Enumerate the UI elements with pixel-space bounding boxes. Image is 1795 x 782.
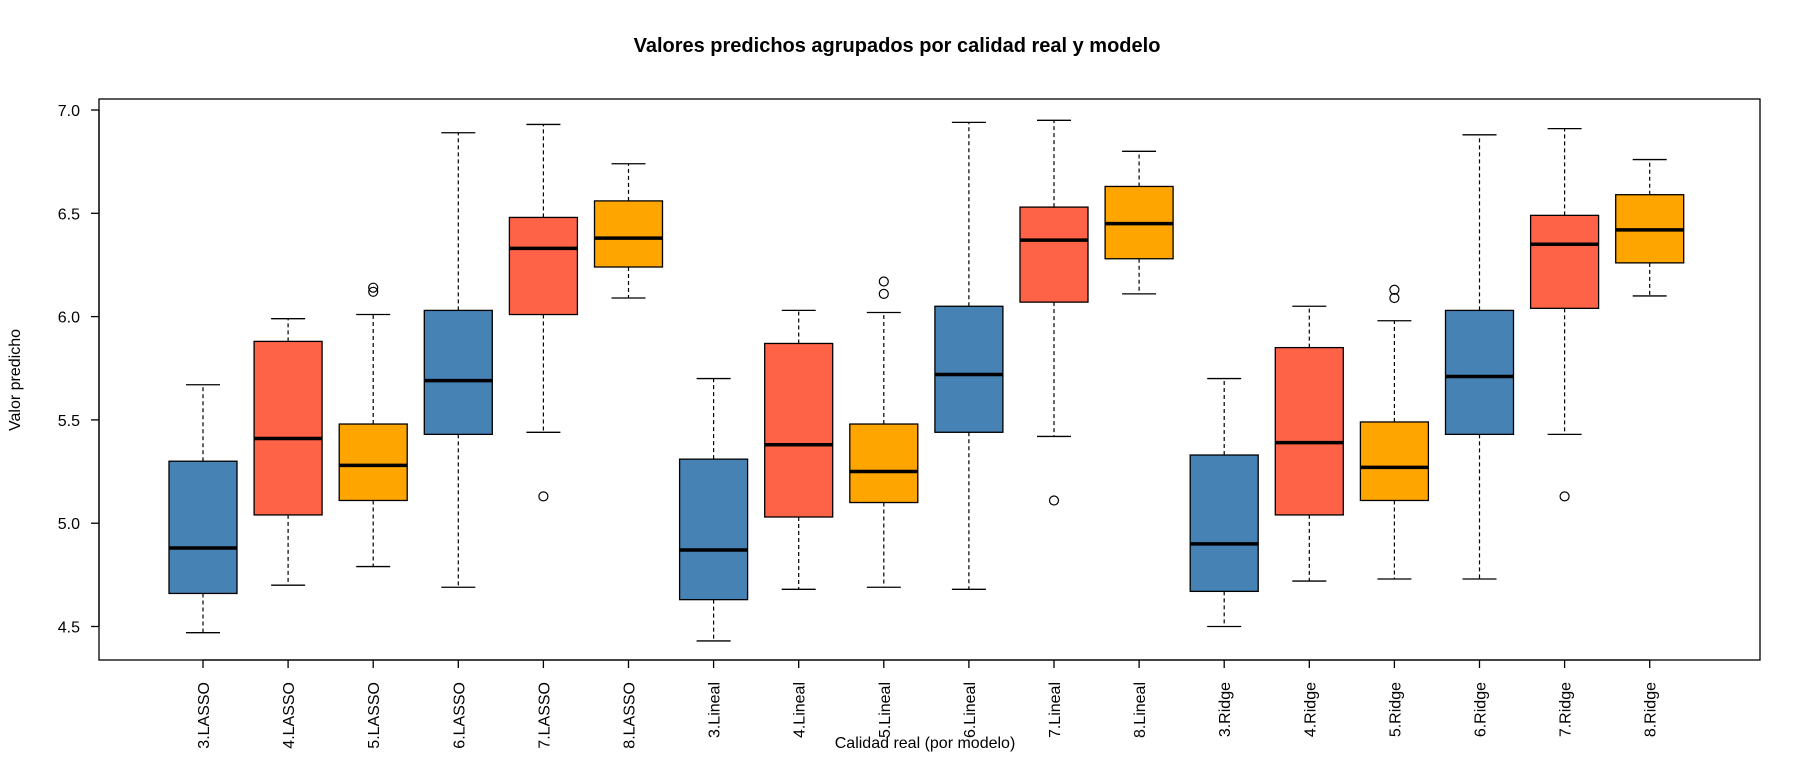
x-tick-label: 6.Ridge xyxy=(1473,682,1490,737)
x-tick-label: 8.Lineal xyxy=(1132,682,1149,738)
box-rect xyxy=(508,216,579,316)
box-6.LASSO xyxy=(423,132,493,588)
box-4.LASSO xyxy=(253,318,323,586)
outlier-point xyxy=(1389,284,1400,295)
box-6.Ridge xyxy=(1444,134,1515,580)
box-rect xyxy=(678,458,749,601)
y-tick-label: 5.0 xyxy=(58,516,80,533)
box-7.Lineal xyxy=(1019,119,1089,506)
y-axis-label: Valor predicho xyxy=(7,329,24,431)
box-3.LASSO xyxy=(168,384,238,634)
box-rect xyxy=(1529,214,1600,309)
box-rect xyxy=(1359,421,1430,502)
box-rect xyxy=(849,423,919,504)
outlier-point xyxy=(1559,491,1570,502)
outlier-point xyxy=(368,286,379,297)
box-rect xyxy=(1019,206,1089,303)
box-rect xyxy=(1274,346,1344,516)
x-tick-label: 5.Lineal xyxy=(877,682,894,738)
outlier-point xyxy=(878,276,889,287)
outlier-point xyxy=(538,491,549,502)
x-tick-label: 8.Ridge xyxy=(1643,682,1660,737)
box-5.LASSO xyxy=(338,282,408,568)
y-tick-label: 5.5 xyxy=(58,413,80,430)
box-rect xyxy=(168,460,238,595)
box-rect xyxy=(253,340,323,516)
y-tick-label: 7.0 xyxy=(58,103,80,120)
y-tick-label: 6.5 xyxy=(58,206,80,223)
box-rect xyxy=(423,309,493,436)
box-3.Lineal xyxy=(678,377,749,642)
x-tick-label: 8.LASSO xyxy=(622,682,639,749)
box-rect xyxy=(338,423,408,502)
box-8.Lineal xyxy=(1104,150,1174,295)
box-series xyxy=(168,119,1685,642)
x-tick-label: 6.LASSO xyxy=(451,682,468,749)
outlier-point xyxy=(368,282,379,293)
x-tick-label: 4.Ridge xyxy=(1302,682,1319,737)
box-rect xyxy=(934,305,1004,433)
box-rect xyxy=(1189,454,1259,593)
box-7.Ridge xyxy=(1529,127,1600,502)
y-tick-label: 4.5 xyxy=(58,620,80,637)
x-tick-label: 7.Ridge xyxy=(1558,682,1575,737)
box-rect xyxy=(764,342,834,518)
x-axis-label: Calidad real (por modelo) xyxy=(835,735,1016,752)
x-tick-label: 4.LASSO xyxy=(281,682,298,749)
outlier-point xyxy=(878,288,889,299)
outlier-point xyxy=(1389,292,1400,304)
box-5.Ridge xyxy=(1359,284,1430,580)
x-tick-label: 5.LASSO xyxy=(366,682,383,749)
x-tick-label: 6.Lineal xyxy=(962,682,979,738)
box-5.Lineal xyxy=(849,276,919,588)
x-axis: 3.LASSO 4.LASSO 5.LASSO 6.LASSO 7.LASSO 8.LAS… xyxy=(196,659,1660,749)
y-axis: 4.5 5.0 5.5 6.0 6.5 7.0 xyxy=(58,103,100,637)
chart-title: Valores predichos agrupados por calidad … xyxy=(634,35,1161,57)
x-tick-label: 4.Lineal xyxy=(792,682,809,738)
box-7.LASSO xyxy=(508,123,579,502)
box-8.Ridge xyxy=(1615,158,1685,297)
box-4.Lineal xyxy=(764,309,834,590)
box-3.Ridge xyxy=(1189,377,1259,628)
x-tick-label: 3.Lineal xyxy=(707,682,724,738)
x-tick-label: 3.Ridge xyxy=(1217,682,1234,737)
outlier-point xyxy=(1048,495,1060,506)
y-tick-label: 6.0 xyxy=(58,310,80,327)
box-6.Lineal xyxy=(934,121,1004,590)
box-rect xyxy=(593,200,664,268)
box-8.LASSO xyxy=(593,163,664,299)
x-tick-label: 5.Ridge xyxy=(1387,682,1404,737)
x-tick-label: 3.LASSO xyxy=(196,682,213,749)
x-tick-label: 7.LASSO xyxy=(536,682,553,749)
box-4.Ridge xyxy=(1274,305,1344,582)
box-rect xyxy=(1444,309,1515,436)
x-tick-label: 7.Lineal xyxy=(1047,682,1064,738)
